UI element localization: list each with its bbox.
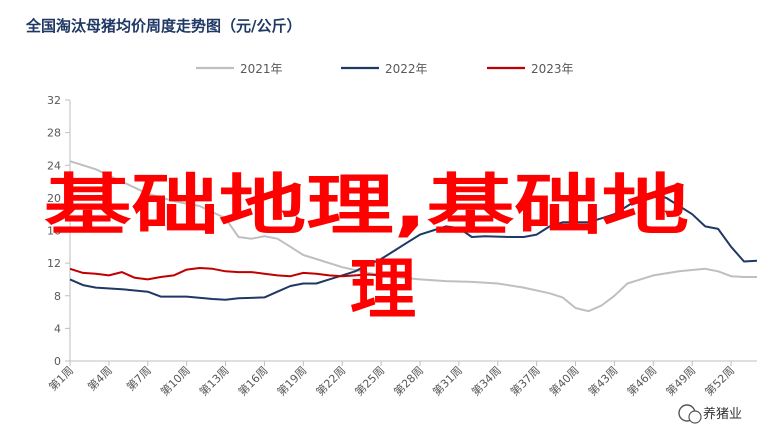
legend-label-2: 2022年 <box>385 62 428 76</box>
y-tick-label: 28 <box>47 127 61 140</box>
x-tick-label: 第43周 <box>585 363 620 398</box>
x-tick-label: 第16周 <box>235 363 270 398</box>
y-tick-label: 32 <box>47 94 61 107</box>
chart-title: 全国淘汰母猪均价周度走势图（元/公斤） <box>25 17 301 35</box>
series-lines <box>69 160 758 313</box>
x-tick-label: 第22周 <box>313 363 348 398</box>
series-line-2 <box>69 192 758 301</box>
x-tick-label: 第40周 <box>546 363 581 398</box>
x-tick-label: 第25周 <box>352 363 387 398</box>
x-tick-label: 第28周 <box>391 363 426 398</box>
legend-label-3: 2023年 <box>531 62 574 76</box>
series-line-3 <box>69 267 382 281</box>
x-tick-label: 第13周 <box>196 363 231 398</box>
overlay-text: 基础地理,基础地 理 <box>44 167 689 328</box>
overlay-line-2: 理 <box>350 251 416 328</box>
x-tick-label: 第34周 <box>469 363 504 398</box>
y-tick-label: 16 <box>47 225 61 238</box>
y-tick-label: 24 <box>47 159 61 172</box>
x-tick-label: 第10周 <box>157 363 192 398</box>
x-tick-labels: 第1周 第4周 第7周 第10周 第13周 第16周 第19周 第22周 第25周 第28周 第31… <box>46 361 737 399</box>
x-tick-label: 第46周 <box>624 363 659 398</box>
x-tick-label: 第4周 <box>85 363 115 393</box>
x-tick-label: 第37周 <box>507 363 542 398</box>
watermark: 养猪业 <box>678 404 742 424</box>
y-tick-labels: 0 4 8 12 16 20 24 28 32 <box>47 94 70 368</box>
y-tick-label: 12 <box>47 257 61 270</box>
legend: 2021年 2022年 2023年 <box>196 62 574 76</box>
x-tick-label: 第31周 <box>430 363 465 398</box>
y-tick-label: 0 <box>54 355 61 368</box>
watermark-text: 养猪业 <box>703 406 742 422</box>
x-tick-label: 第49周 <box>663 363 698 398</box>
y-tick-label: 4 <box>54 322 61 335</box>
legend-label-1: 2021年 <box>240 62 283 76</box>
y-tick-label: 8 <box>54 290 61 303</box>
series-line-1 <box>69 160 757 313</box>
overlay-line-1: 基础地理,基础地 <box>44 167 689 244</box>
wechat-icon-bubble <box>688 410 702 424</box>
x-tick-label: 第7周 <box>123 363 153 393</box>
x-tick-label: 第19周 <box>274 363 309 398</box>
y-tick-label: 20 <box>47 192 61 205</box>
x-tick-label: 第52周 <box>702 363 737 398</box>
